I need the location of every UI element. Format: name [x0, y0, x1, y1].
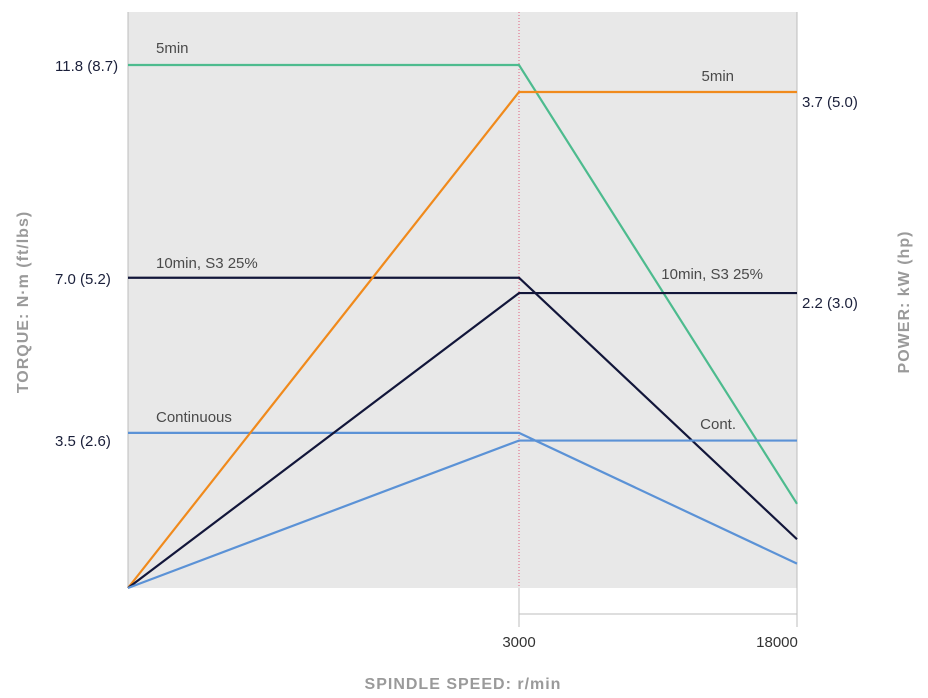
series-label-torque-10min: 10min, S3 25%: [156, 255, 258, 272]
right-tick-label: 2.2 (3.0): [802, 295, 858, 312]
series-line-torque-2: [128, 431, 798, 565]
x-axis-title: SPINDLE SPEED: r/min: [365, 676, 562, 693]
series-line-power-5: [127, 439, 797, 590]
series-label-torque-continuous: Continuous: [156, 409, 232, 426]
left-tick-label: 11.8 (8.7): [55, 58, 118, 75]
x-tick-label-3000: 3000: [502, 634, 535, 651]
plot-area: [128, 12, 797, 588]
left-tick-label: 3.5 (2.6): [55, 433, 111, 450]
series-line-torque-1: [128, 276, 798, 541]
left-axis-title: TORQUE: N·m (ft/lbs): [15, 211, 32, 393]
series-label-power-10min: 10min, S3 25%: [661, 266, 763, 283]
x-tick-label-18000: 18000: [756, 634, 798, 651]
series-label-power-cont: Cont.: [700, 416, 736, 433]
right-axis-title: POWER: kW (hp): [896, 231, 913, 374]
series-label-power-5min: 5min: [701, 68, 734, 85]
series-line-torque-0: [128, 63, 798, 505]
series-layer: [127, 63, 798, 590]
series-label-torque-5min: 5min: [156, 40, 189, 57]
series-line-power-3: [127, 90, 797, 589]
series-line-power-4: [127, 291, 797, 589]
left-tick-label: 7.0 (5.2): [55, 271, 111, 288]
right-tick-label: 3.7 (5.0): [802, 94, 858, 111]
